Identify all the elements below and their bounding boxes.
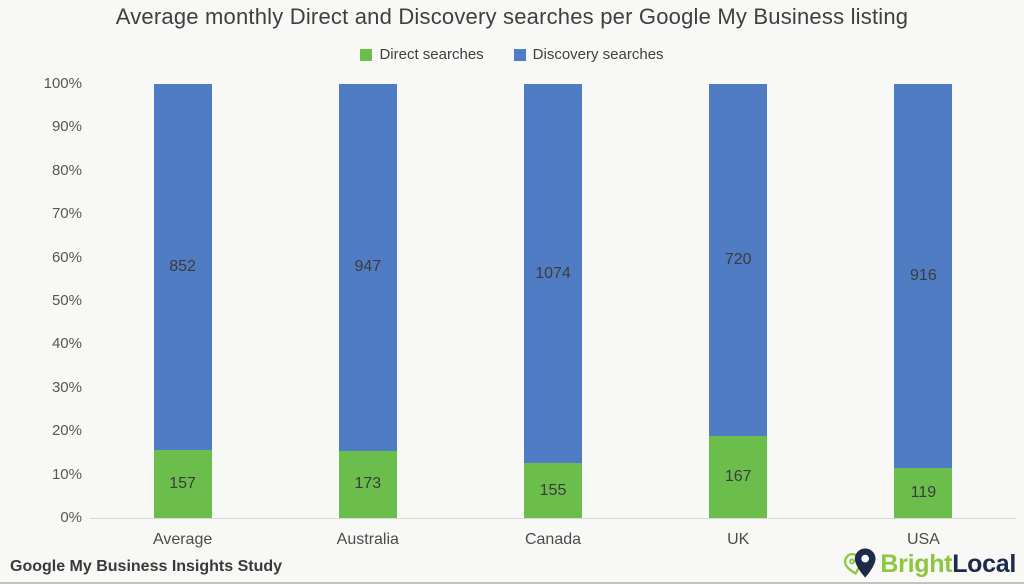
x-label-uk: UK: [727, 531, 750, 548]
y-tick-50: 50%: [51, 292, 82, 309]
bar-usa: 916 119: [894, 84, 953, 518]
value-label-discovery: 852: [169, 258, 196, 276]
bar-australia: 947 173: [338, 84, 397, 518]
y-tick-40: 40%: [51, 335, 82, 353]
x-label-average: Average: [152, 531, 213, 548]
value-label-discovery: 947: [354, 258, 382, 276]
discovery-segment-canada: 1074: [524, 84, 582, 464]
x-label-canada: Canada: [524, 531, 582, 548]
y-tick-60: 60%: [51, 248, 82, 266]
y-tick-90: 90%: [51, 118, 82, 136]
y-tick-80: 80%: [51, 161, 82, 179]
legend-item-discovery-searches: Discovery searches: [513, 46, 664, 63]
y-tick-0: 0%: [60, 509, 82, 526]
y-tick-10: 10%: [51, 465, 82, 483]
brightlocal-logo: Bright Local: [843, 548, 1016, 579]
bar-canada: 1074 155: [524, 84, 582, 518]
direct-segment-australia: 173: [338, 450, 397, 518]
value-label-discovery: 916: [910, 267, 937, 285]
y-tick-20: 20%: [51, 422, 82, 440]
value-label-discovery: 720: [724, 251, 752, 269]
logo-text-local: Local: [952, 549, 1016, 578]
legend-item-direct-searches: Direct searches: [360, 46, 484, 63]
brightlocal-pin-icon: [844, 548, 876, 578]
y-tick-100: 100%: [43, 75, 82, 92]
direct-segment-usa: 119: [894, 468, 953, 518]
logo-text-bright: Bright: [880, 549, 953, 578]
value-label-direct: 119: [910, 484, 937, 502]
bar-uk: 720 167: [709, 84, 768, 518]
discovery-segment-usa: 916: [894, 84, 953, 469]
chart-title: Average monthly Direct and Discovery sea…: [115, 4, 909, 29]
legend-swatch: [513, 48, 526, 61]
discovery-segment-uk: 720: [709, 84, 768, 437]
direct-segment-average: 157: [153, 450, 212, 518]
value-label-direct: 157: [169, 475, 196, 493]
discovery-segment-average: 852: [153, 84, 212, 451]
direct-segment-uk: 167: [709, 436, 768, 518]
value-label-direct: 167: [724, 468, 752, 486]
legend-swatch: [360, 48, 373, 61]
y-tick-70: 70%: [51, 205, 82, 223]
value-label-direct: 155: [539, 481, 567, 499]
plot-area: 852 157 947 173 1074 155 720 167 916 119: [90, 84, 1016, 519]
value-label-discovery: 1074: [535, 264, 571, 282]
legend-label: Discovery searches: [532, 46, 664, 63]
source-label: Google My Business Insights Study: [10, 558, 283, 575]
discovery-segment-australia: 947: [338, 84, 397, 451]
x-label-australia: Australia: [336, 531, 399, 548]
legend: Direct searches Discovery searches: [0, 46, 1024, 63]
y-tick-30: 30%: [51, 378, 82, 396]
value-label-direct: 173: [354, 475, 382, 493]
direct-segment-canada: 155: [524, 463, 582, 518]
legend-label: Direct searches: [379, 46, 484, 63]
x-label-usa: USA: [906, 531, 940, 548]
bar-average: 852 157: [153, 84, 212, 518]
